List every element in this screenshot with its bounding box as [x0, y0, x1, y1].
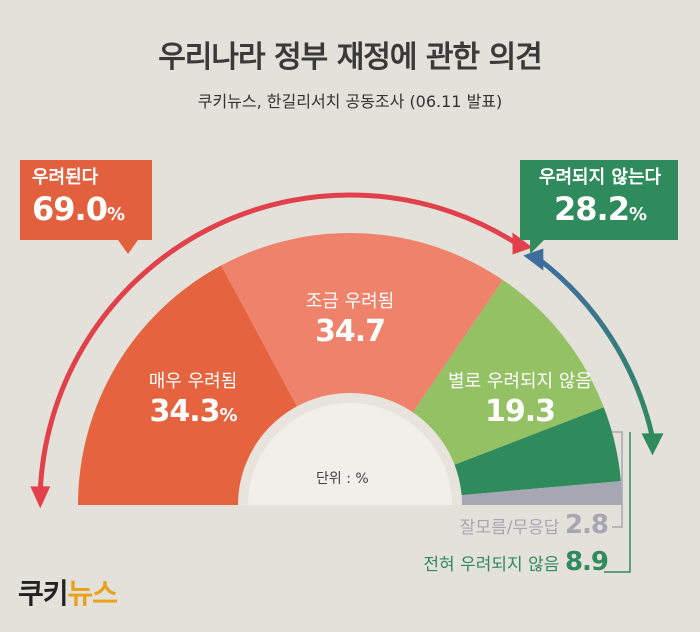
no-concern-callout-tail	[530, 240, 544, 254]
no-concern-callout: 우려되지 않는다 28.2%	[520, 160, 678, 240]
brand-logo: 쿠키뉴스	[18, 572, 119, 612]
no-concern-value: 28.2	[554, 190, 630, 228]
no-concern-unit: %	[628, 204, 647, 225]
page-subtitle: 쿠키뉴스, 한길리서치 공동조사 (06.11 발표)	[197, 92, 503, 111]
minor-value: 2.8	[564, 510, 609, 540]
minor-value: 8.9	[564, 547, 609, 577]
segment-unit: %	[219, 405, 237, 426]
minor-name: 잘모름/무응답	[459, 518, 560, 538]
segment-value: 34.3	[149, 394, 220, 429]
no-concern-arrow-head-icon	[641, 433, 664, 456]
lower-mask	[60, 505, 640, 632]
gray-leader-line	[612, 431, 623, 528]
concern-value-wrap: 69.0%	[32, 190, 142, 234]
concern-arrow	[37, 192, 518, 491]
concern-arrow-head-icon	[30, 486, 51, 509]
concern-value: 69.0	[32, 190, 108, 228]
segment-name: 매우 우려됨	[148, 371, 238, 392]
segment-name: 조금 우려됨	[305, 291, 395, 312]
segment-value-wrap: 34.3%	[118, 394, 268, 434]
segment-label-somewhat-concerned: 조금 우려됨 34.7	[285, 290, 415, 350]
segment-name: 별로 우려되지 않음	[448, 371, 592, 392]
minor-name: 전혀 우려되지 않음	[423, 555, 560, 575]
logo-part-2: 뉴스	[67, 577, 119, 610]
page-title: 우리나라 정부 재정에 관한 의견	[158, 40, 543, 75]
no-concern-arrow-head-top-icon	[523, 248, 544, 271]
concern-callout: 우려된다 69.0%	[20, 160, 152, 240]
segment-somewhat-concerned	[221, 232, 503, 506]
no-concern-arrow	[537, 257, 655, 438]
segment-value: 34.7	[314, 314, 386, 349]
segment-label-not-very-concerned: 별로 우려되지 않음 19.3	[420, 370, 620, 430]
unit-note: 단위 : %	[316, 471, 369, 487]
minor-label-not-at-all: 전혀 우려되지 않음 8.9	[423, 547, 609, 577]
no-concern-label: 우려되지 않는다	[538, 167, 662, 188]
concern-arrow-head-right-icon	[512, 232, 533, 255]
logo-part-1: 쿠키	[18, 577, 69, 610]
segment-value: 19.3	[484, 394, 556, 429]
minor-label-no-answer: 잘모름/무응답 2.8	[459, 510, 609, 540]
no-concern-value-wrap: 28.2%	[532, 190, 668, 234]
segment-label-very-concerned: 매우 우려됨 34.3%	[118, 370, 268, 434]
concern-unit: %	[106, 204, 125, 225]
concern-label: 우려된다	[32, 167, 99, 188]
green-leader-line	[604, 432, 631, 573]
concern-callout-tail	[118, 240, 138, 254]
